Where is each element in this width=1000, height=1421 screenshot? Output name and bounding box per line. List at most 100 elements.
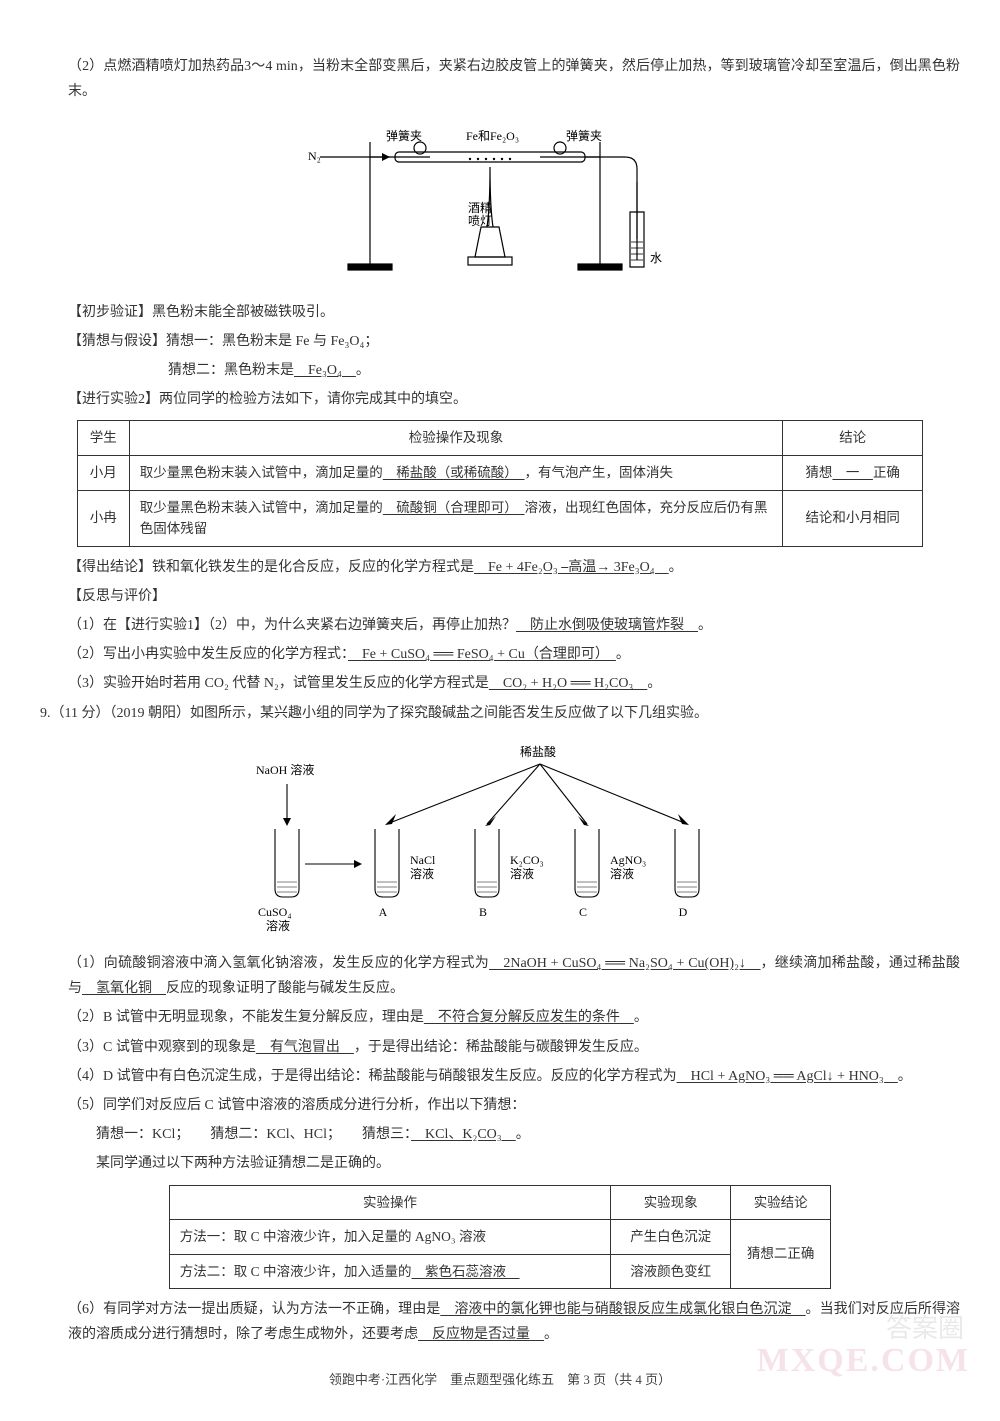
d2-C-lbl2: 溶液: [510, 866, 534, 881]
d2-D-lbl1: AgNO₃: [610, 853, 646, 867]
d2-D-lbl2: 溶液: [610, 866, 634, 881]
t2-r2-op: 方法二：取 C 中溶液少许，加入适量的 紫色石蕊溶液: [169, 1254, 610, 1289]
a5-line3: 某同学通过以下两种方法验证猜想二是正确的。: [40, 1151, 960, 1176]
step-2-content: （2）点燃酒精喷灯加热药品3～4 min，当粉末全部变黑后，夹紧右边胶皮管上的弹…: [68, 59, 960, 99]
fs2-ans: Fe + CuSO₄ ══ FeSO₄ + Cu（合理即可）: [348, 647, 616, 662]
t1r1-ans: 稀盐酸（或稀硫酸）: [383, 465, 525, 480]
caixiang-line1: 【猜想与假设】猜想一：黑色粉末是 Fe 与 Fe₃O₄；: [40, 329, 960, 354]
a1-line: （1）向硫酸铜溶液中滴入氢氧化钠溶液，发生反应的化学方程式为 2NaOH + C…: [40, 951, 960, 1001]
caixiang-line2: 猜想二：黑色粉末是 Fe₃O₄ 。: [40, 358, 960, 383]
reaction-svg: NaOH 溶液 CuSO₄ 溶液 稀盐酸 A NaCl 溶液 B K₂CO₃ 溶…: [220, 734, 780, 934]
a5-pre: （5）同学们对反应后 C 试管中溶液的溶质成分进行分析，作出以下猜想：: [68, 1098, 525, 1113]
a1-ans2: 氢氧化铜: [82, 981, 166, 996]
shiyan2-text: 两位同学的检验方法如下，请你完成其中的填空。: [159, 392, 467, 407]
a1-ans1: 2NaOH + CuSO₄ ══ Na₂SO₄ + Cu(OH)₂↓: [489, 956, 760, 971]
a6-ans2: 反应物是否过量: [418, 1327, 544, 1342]
t2-r2-phen: 溶液颜色变红: [611, 1254, 731, 1289]
t1r1-pre: 取少量黑色粉末装入试管中，滴加足量的: [140, 465, 383, 480]
label-clamp-right: 弹簧夹: [566, 128, 602, 143]
step-2-text: （2）点燃酒精喷灯加热药品3～4 min，当粉末全部变黑后，夹紧右边胶皮管上的弹…: [40, 54, 960, 104]
t2r2-ans: 紫色石蕊溶液: [412, 1264, 520, 1279]
d2-naoh: NaOH 溶液: [256, 762, 314, 777]
fs1-pre: （1）在【进行实验1】（2）中，为什么夹紧右边弹簧夹后，再停止加热？: [68, 618, 516, 633]
t1r2-ans: 硫酸铜（合理即可）: [383, 500, 525, 515]
t1r1cs: 正确: [873, 465, 900, 480]
d2-D: D: [679, 905, 688, 919]
d2-B-lbl1: NaCl: [410, 853, 436, 867]
fs3-suf: 。: [647, 676, 661, 691]
a5-l2a: 猜想一：KCl； 猜想二：KCl、HCl； 猜想三：: [96, 1127, 411, 1142]
caixiang-two-suf: 。: [356, 363, 370, 378]
t1r1-post: ，有气泡产生，固体消失: [525, 465, 674, 480]
t1-h1: 学生: [77, 421, 129, 456]
fs3-ans: CO₂ + H₂O ══ H₂CO₃: [489, 676, 647, 691]
t1-r2-op: 取少量黑色粉末装入试管中，滴加足量的 硫酸铜（合理即可） 溶液，出现红色固体，充…: [129, 490, 782, 546]
chubu-line: 【初步验证】黑色粉末能全部被磁铁吸引。: [40, 300, 960, 325]
d2-A: A: [379, 905, 388, 919]
chubu-text: 黑色粉末能全部被磁铁吸引。: [152, 305, 334, 320]
fs1-suf: 。: [698, 618, 712, 633]
d2-cuso4-1: CuSO₄: [258, 905, 292, 919]
a6-ans1: 溶液中的氯化钾也能与硝酸银反应生成氯化银白色沉淀: [440, 1302, 805, 1317]
t2-header-row: 实验操作 实验现象 实验结论: [169, 1185, 830, 1220]
fs2-line: （2）写出小冉实验中发生反应的化学方程式： Fe + CuSO₄ ══ FeSO…: [40, 642, 960, 667]
fs3-line: （3）实验开始时若用 CO₂ 代替 N₂，试管里发生反应的化学方程式是 CO₂ …: [40, 671, 960, 696]
label-fefeo: Fe和Fe₂O₃: [466, 129, 519, 143]
label-water: 水: [650, 251, 662, 265]
jielun-pre: 铁和氧化铁发生的是化合反应，反应的化学方程式是: [152, 560, 474, 575]
fansi-label: 【反思与评价】: [68, 589, 166, 604]
caixiang-one: 猜想一：黑色粉末是 Fe 与 Fe₃O₄；: [166, 334, 378, 349]
a4-suf: 。: [898, 1069, 912, 1084]
t1-r1-concl: 猜想 一 正确: [783, 455, 923, 490]
a5-l2ans: KCl、K₂CO₃: [411, 1127, 516, 1142]
t2-h3: 实验结论: [731, 1185, 831, 1220]
a4-line: （4）D 试管中有白色沉淀生成，于是得出结论：稀盐酸能与硝酸银发生反应。反应的化…: [40, 1064, 960, 1089]
jielun-ans: Fe + 4Fe₂O₃ ⎯高温→ 3Fe₃O₄: [474, 560, 669, 575]
apparatus-svg: N₂ 弹簧夹 Fe和Fe₂O₃ 弹簧夹 酒精 喷灯 水: [290, 112, 710, 282]
t1r2-pre: 取少量黑色粉末装入试管中，滴加足量的: [140, 500, 383, 515]
fs3-pre: （3）实验开始时若用 CO₂ 代替 N₂，试管里发生反应的化学方程式是: [68, 676, 489, 691]
q9-heading-text: 9.（11 分）（2019 朝阳）如图所示，某兴趣小组的同学为了探究酸碱盐之间能…: [40, 706, 708, 721]
caixiang-two-ans: Fe₃O₄: [294, 363, 356, 378]
jielun-line: 【得出结论】铁和氧化铁发生的是化合反应，反应的化学方程式是 Fe + 4Fe₂O…: [40, 555, 960, 580]
d2-hcl: 稀盐酸: [520, 744, 556, 759]
t1-h2: 检验操作及现象: [129, 421, 782, 456]
a4-pre: （4）D 试管中有白色沉淀生成，于是得出结论：稀盐酸能与硝酸银发生反应。反应的化…: [68, 1069, 677, 1084]
table-row: 小冉 取少量黑色粉末装入试管中，滴加足量的 硫酸铜（合理即可） 溶液，出现红色固…: [77, 490, 922, 546]
fs1-ans: 防止水倒吸使玻璃管炸裂: [516, 618, 698, 633]
table-row: 小月 取少量黑色粉末装入试管中，滴加足量的 稀盐酸（或稀硫酸） ，有气泡产生，固…: [77, 455, 922, 490]
d2-C-lbl1: K₂CO₃: [510, 853, 544, 867]
t2-h2: 实验现象: [611, 1185, 731, 1220]
a3-line: （3）C 试管中观察到的现象是 有气泡冒出 ，于是得出结论：稀盐酸能与碳酸钾发生…: [40, 1035, 960, 1060]
a5-line1: （5）同学们对反应后 C 试管中溶液的溶质成分进行分析，作出以下猜想：: [40, 1093, 960, 1118]
caixiang-two-pre: 猜想二：黑色粉末是: [168, 363, 294, 378]
a2-pre: （2）B 试管中无明显现象，不能发生复分解反应，理由是: [68, 1010, 424, 1025]
t1-r1-op: 取少量黑色粉末装入试管中，滴加足量的 稀盐酸（或稀硫酸） ，有气泡产生，固体消失: [129, 455, 782, 490]
d2-C: C: [579, 905, 587, 919]
t2-h1: 实验操作: [169, 1185, 610, 1220]
watermark-url: MXQE.COM: [757, 1330, 970, 1391]
label-n2: N₂: [308, 149, 321, 163]
fs1-line: （1）在【进行实验1】（2）中，为什么夹紧右边弹簧夹后，再停止加热？ 防止水倒吸…: [40, 613, 960, 638]
t2-r1-phen: 产生白色沉淀: [611, 1220, 731, 1255]
q9-heading: 9.（11 分）（2019 朝阳）如图所示，某兴趣小组的同学为了探究酸碱盐之间能…: [40, 701, 960, 726]
t2-r1-op: 方法一：取 C 中溶液少许，加入足量的 AgNO₃ 溶液: [169, 1220, 610, 1255]
a2-line: （2）B 试管中无明显现象，不能发生复分解反应，理由是 不符合复分解反应发生的条…: [40, 1005, 960, 1030]
a2-suf: 。: [634, 1010, 648, 1025]
shiyan2-label: 【进行实验2】: [68, 392, 159, 407]
a3-suf: ，于是得出结论：稀盐酸能与碳酸钾发生反应。: [354, 1040, 648, 1055]
a1-suf: 反应的现象证明了酸能与碱发生反应。: [166, 981, 404, 996]
shiyan2-line: 【进行实验2】两位同学的检验方法如下，请你完成其中的填空。: [40, 387, 960, 412]
a3-pre: （3）C 试管中观察到的现象是: [68, 1040, 256, 1055]
a4-ans: HCl + AgNO₃ ══ AgCl↓ + HNO₃: [677, 1069, 898, 1084]
table-1-header-row: 学生 检验操作及现象 结论: [77, 421, 922, 456]
jielun-label: 【得出结论】: [68, 560, 152, 575]
t1r1cp: 猜想: [805, 465, 832, 480]
a6-pre: （6）有同学对方法一提出质疑，认为方法一不正确，理由是: [68, 1302, 440, 1317]
apparatus-diagram: N₂ 弹簧夹 Fe和Fe₂O₃ 弹簧夹 酒精 喷灯 水: [40, 112, 960, 291]
d2-B: B: [479, 905, 487, 919]
d2-cuso4-2: 溶液: [266, 918, 290, 933]
reaction-diagram: NaOH 溶液 CuSO₄ 溶液 稀盐酸 A NaCl 溶液 B K₂CO₃ 溶…: [40, 734, 960, 943]
label-burner-1: 酒精: [468, 201, 492, 215]
fs2-pre: （2）写出小冉实验中发生反应的化学方程式：: [68, 647, 348, 662]
